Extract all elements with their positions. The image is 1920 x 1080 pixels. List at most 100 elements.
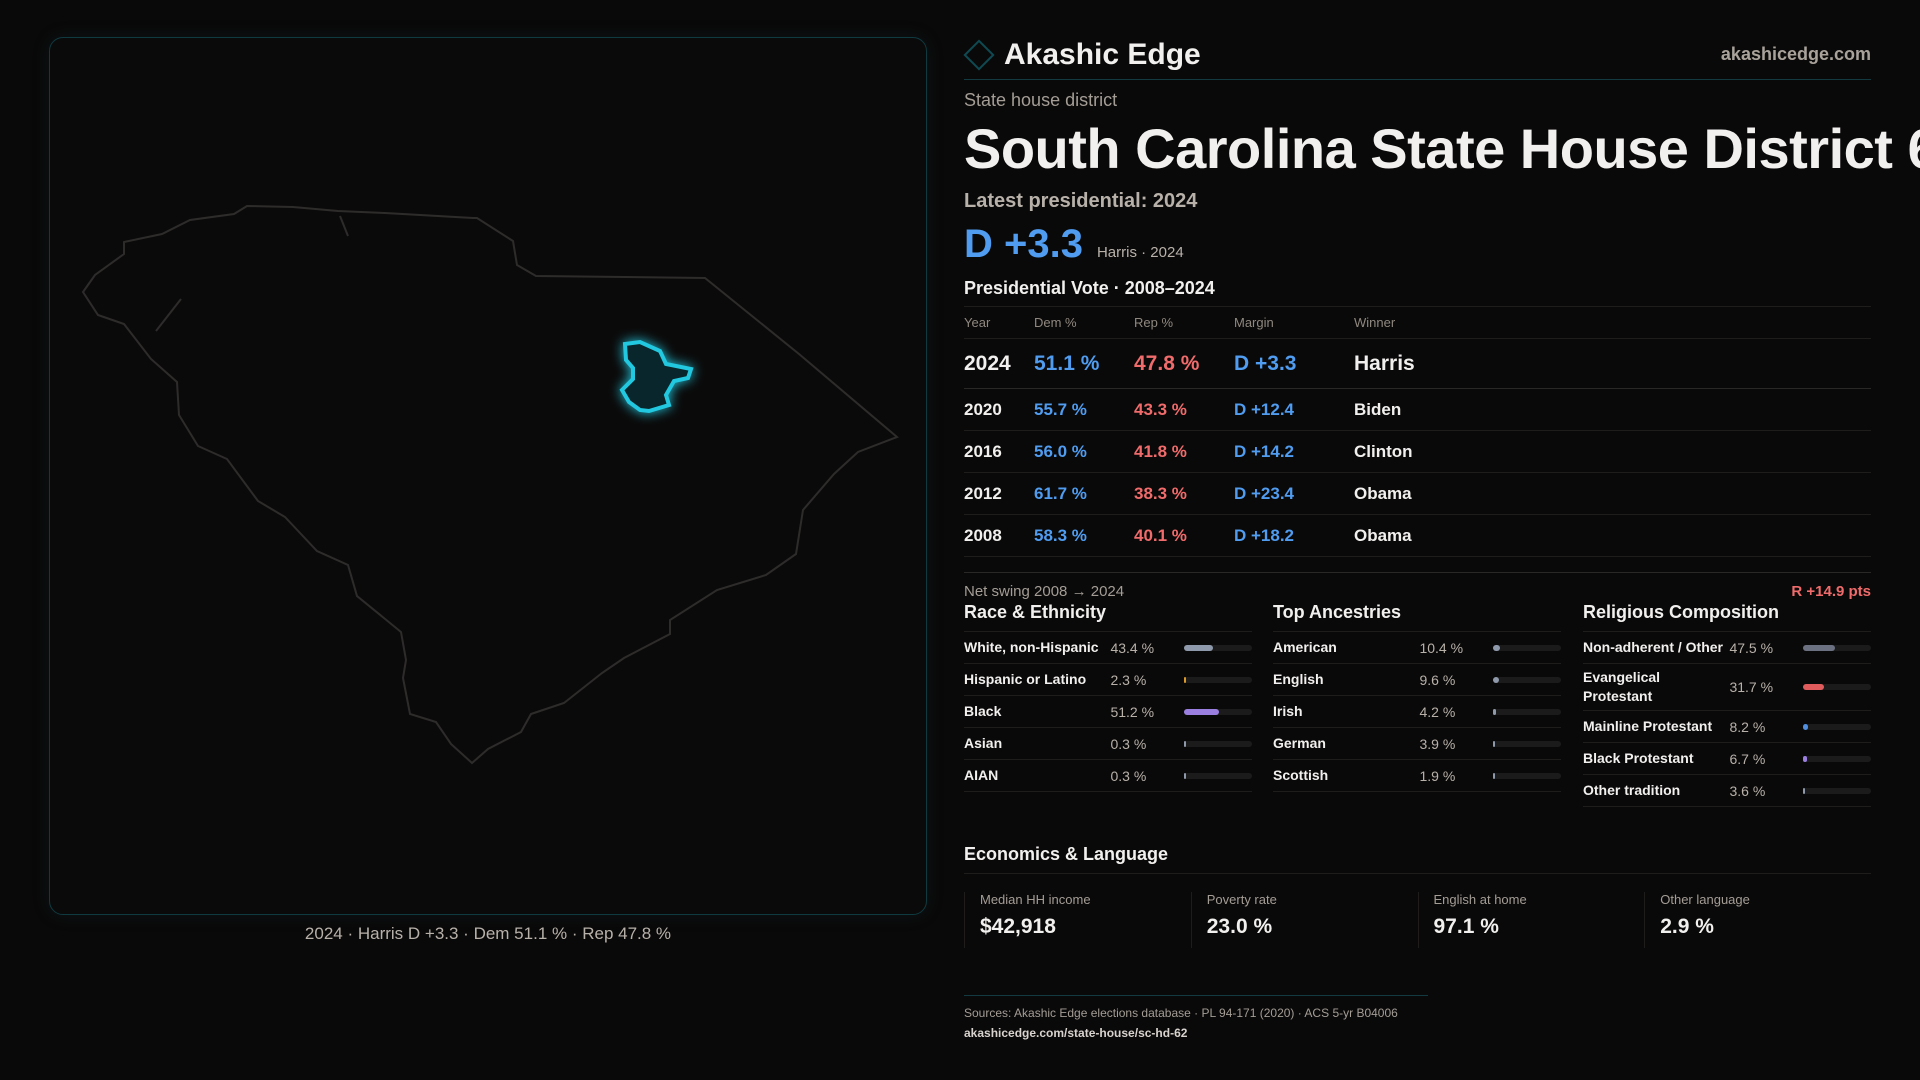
bar-track <box>1183 740 1252 747</box>
stat-value: $42,918 <box>980 915 1056 938</box>
bar-track <box>1183 644 1252 651</box>
list-item: Black Protestant 6.7 % <box>1583 743 1871 775</box>
stat-card-poverty: Poverty rate 23.0 % <box>1190 892 1418 948</box>
cell-margin: D +14.2 <box>1234 430 1354 473</box>
item-label: Irish <box>1273 703 1303 719</box>
header: Akashic Edge akashicedge.com <box>963 30 1871 80</box>
site-link[interactable]: akashicedge.com <box>1720 44 1871 64</box>
list-item: Hispanic or Latino 2.3 % <box>964 664 1252 696</box>
table-row: 2008 58.3 % 40.1 % D +18.2 Obama <box>964 514 1871 557</box>
table-row: 2012 61.7 % 38.3 % D +23.4 Obama <box>964 472 1871 515</box>
bar-fill <box>1492 644 1500 651</box>
list-item: American 10.4 % <box>1273 632 1561 664</box>
item-pct: 6.7 % <box>1729 750 1766 767</box>
table-row: 2020 55.7 % 43.3 % D +12.4 Biden <box>964 388 1871 431</box>
cell-margin: D +12.4 <box>1234 388 1354 431</box>
district-map[interactable] <box>49 37 927 915</box>
map-caption: 2024 · Harris D +3.3 · Dem 51.1 % · Rep … <box>304 924 672 943</box>
bar-fill <box>1802 684 1825 690</box>
cell-dem: 51.1 % <box>1034 338 1134 389</box>
stat-label: Poverty rate <box>1206 892 1277 907</box>
item-label: Evangelical Protestant <box>1583 669 1661 704</box>
bar-track <box>1492 772 1561 779</box>
economics-title: Economics & Language <box>964 844 1871 874</box>
bar-track <box>1492 644 1561 651</box>
item-pct: 43.4 % <box>1110 639 1155 656</box>
item-label: English <box>1273 671 1324 687</box>
latest-sub: Harris · 2024 <box>1096 244 1184 261</box>
item-pct: 1.9 % <box>1419 767 1456 784</box>
col-winner: Winner <box>1354 306 1871 339</box>
item-pct: 9.6 % <box>1419 671 1456 688</box>
bar-fill <box>1183 644 1214 651</box>
col-year: Year <box>964 306 1034 339</box>
stat-label: Median HH income <box>980 892 1091 907</box>
bar-fill <box>1183 676 1186 683</box>
item-pct: 2.3 % <box>1110 671 1147 688</box>
list-item: Black 51.2 % <box>964 696 1252 728</box>
item-label: White, non-Hispanic <box>964 639 1099 655</box>
religion-title: Religious Composition <box>1583 602 1871 632</box>
district-shape[interactable] <box>619 339 694 414</box>
bar-fill <box>1183 740 1186 747</box>
state-map-svg <box>81 204 899 765</box>
bar-track <box>1802 723 1871 730</box>
ancestry-title: Top Ancestries <box>1273 602 1561 632</box>
stat-card-other-language: Other language 2.9 % <box>1644 892 1871 948</box>
cell-year: 2016 <box>964 430 1034 473</box>
net-swing: Net swing 2008 → 2024 R +14.9 pts <box>964 572 1871 600</box>
cell-margin: D +18.2 <box>1234 514 1354 557</box>
race-section: Race & Ethnicity White, non-Hispanic 43.4 … <box>964 602 1252 792</box>
bar-fill <box>1492 740 1496 747</box>
item-pct: 8.2 % <box>1729 718 1766 735</box>
ancestry-section: Top Ancestries American 10.4 % English 9.6 %… <box>1273 602 1561 792</box>
list-item: English 9.6 % <box>1273 664 1561 696</box>
cell-dem: 58.3 % <box>1034 514 1134 557</box>
race-title: Race & Ethnicity <box>964 602 1252 632</box>
list-item: AIAN 0.3 % <box>964 760 1252 792</box>
brand-name: Akashic Edge <box>1004 37 1201 71</box>
cell-margin: D +3.3 <box>1234 338 1354 389</box>
stat-label: Other language <box>1660 892 1750 907</box>
cell-winner: Harris <box>1354 338 1871 389</box>
cell-dem: 56.0 % <box>1034 430 1134 473</box>
bar-fill <box>1183 708 1219 715</box>
item-pct: 47.5 % <box>1729 639 1774 656</box>
swing-value: R +14.9 pts <box>1791 583 1871 600</box>
list-item: Non-adherent / Other 47.5 % <box>1583 632 1871 664</box>
bar-track <box>1802 755 1871 762</box>
bar-track <box>1802 644 1871 651</box>
presidential-table: Year Dem % Rep % Margin Winner 2024 51.1 … <box>964 306 1871 557</box>
table-row: 2024 51.1 % 47.8 % D +3.3 Harris <box>964 338 1871 389</box>
bar-track <box>1492 708 1561 715</box>
list-item: German 3.9 % <box>1273 728 1561 760</box>
bar-fill <box>1492 772 1495 779</box>
cell-dem: 61.7 % <box>1034 472 1134 515</box>
table-row: 2016 56.0 % 41.8 % D +14.2 Clinton <box>964 430 1871 473</box>
stat-value: 2.9 % <box>1660 915 1714 938</box>
bar-track <box>1183 676 1252 683</box>
cell-winner: Clinton <box>1354 430 1871 473</box>
list-item: Irish 4.2 % <box>1273 696 1561 728</box>
bar-track <box>1183 708 1252 715</box>
cell-winner: Obama <box>1354 472 1871 515</box>
bar-fill <box>1802 644 1836 651</box>
religion-section: Religious Composition Non-adherent / Othe… <box>1583 602 1871 807</box>
page-url[interactable]: akashicedge.com/state-house/sc-hd-62 <box>964 1026 1188 1040</box>
latest-label: Latest presidential: 2024 <box>964 190 1198 212</box>
list-item: Asian 0.3 % <box>964 728 1252 760</box>
item-label: Non-adherent / Other <box>1583 639 1724 655</box>
district-type: State house district <box>964 90 1118 110</box>
cell-rep: 40.1 % <box>1134 514 1234 557</box>
col-dem: Dem % <box>1034 306 1134 339</box>
list-item: Other tradition 3.6 % <box>1583 775 1871 807</box>
bar-fill <box>1492 676 1500 683</box>
latest-margin: D +3.3 <box>964 222 1083 266</box>
bar-track <box>1802 684 1871 690</box>
item-pct: 3.6 % <box>1729 782 1766 799</box>
list-item: Mainline Protestant 8.2 % <box>1583 711 1871 743</box>
sources: Sources: Akashic Edge elections database… <box>964 995 1428 1040</box>
bar-fill <box>1802 787 1806 794</box>
item-label: German <box>1273 735 1326 751</box>
swing-label: Net swing 2008 → 2024 <box>964 583 1125 600</box>
